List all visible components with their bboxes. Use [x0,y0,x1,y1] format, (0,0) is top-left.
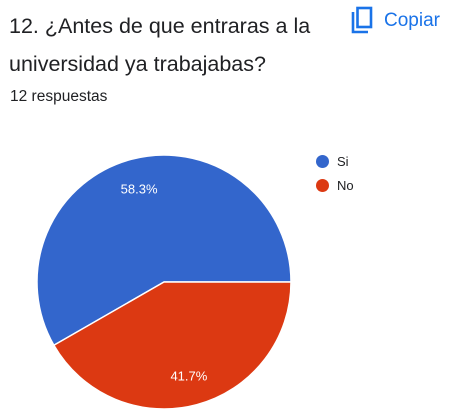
legend-label-si: Si [337,154,349,169]
legend-label-no: No [337,178,354,193]
copy-icon [351,6,373,34]
legend-swatch-no [316,179,329,192]
copy-label: Copiar [384,10,440,31]
pie-slice-si[interactable] [36,154,292,347]
pie-label-si: 58.3% [121,182,158,197]
pie-label-no: 41.7% [170,368,207,383]
question-title: 12. ¿Antes de que entraras a la universi… [9,14,311,76]
copy-button[interactable]: Copiar [349,6,440,35]
pie-slice-no[interactable] [52,281,292,410]
legend-item-si[interactable]: Si [316,154,349,169]
response-count: 12 respuestas [10,88,108,105]
legend-swatch-si [316,155,329,168]
legend-item-no[interactable]: No [316,178,354,193]
